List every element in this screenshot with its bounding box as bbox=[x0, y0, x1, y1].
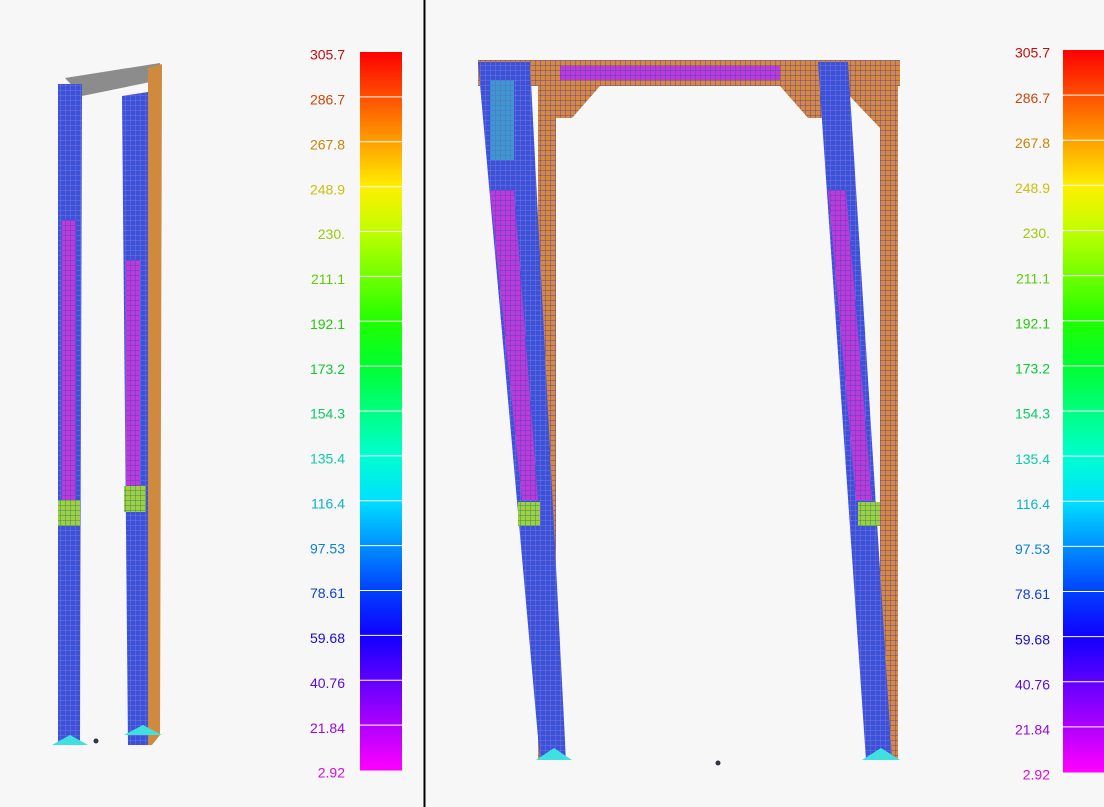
legend-band bbox=[1063, 50, 1104, 96]
legend-band bbox=[360, 680, 402, 726]
legend-band bbox=[1063, 591, 1104, 638]
legend-label: 286.7 bbox=[1015, 90, 1050, 106]
color-legend: 305.7 286.7 267.8 248.9 230. 211.1 192.1 173.2 1… bbox=[310, 47, 402, 781]
legend-label: 192.1 bbox=[310, 316, 345, 332]
legend-band bbox=[1063, 365, 1104, 412]
legend-label: 78.61 bbox=[1015, 586, 1050, 602]
legend-label: 135.4 bbox=[310, 451, 345, 467]
legend-band bbox=[360, 500, 402, 547]
legend-band bbox=[360, 186, 402, 232]
legend-label: 173.2 bbox=[1015, 361, 1050, 377]
right-hotspot bbox=[858, 502, 880, 526]
mid-gusset bbox=[780, 86, 822, 118]
right-post bbox=[880, 60, 898, 760]
left-hotspot bbox=[58, 500, 80, 526]
left-gusset bbox=[556, 86, 600, 118]
legend-label: 211.1 bbox=[1016, 270, 1050, 286]
legend-label: 59.68 bbox=[1015, 631, 1050, 647]
legend-label: 192.1 bbox=[1015, 315, 1050, 331]
right-model bbox=[478, 60, 900, 766]
legend-label: 116.4 bbox=[1016, 496, 1050, 512]
legend-label: 211.1 bbox=[311, 271, 345, 287]
legend-band bbox=[1063, 275, 1104, 322]
legend-band bbox=[1063, 456, 1104, 502]
legend-label: 248.9 bbox=[1015, 180, 1050, 196]
right-support bbox=[124, 725, 162, 735]
legend-label: 40.76 bbox=[1015, 676, 1050, 692]
legend-band bbox=[360, 231, 402, 277]
legend-label: 97.53 bbox=[310, 540, 345, 556]
legend-label: 230. bbox=[318, 226, 345, 242]
legend-label: 267.8 bbox=[310, 136, 345, 152]
right-support bbox=[862, 748, 900, 760]
legend-band bbox=[1063, 230, 1104, 277]
legend-label: 154.3 bbox=[310, 406, 345, 422]
legend-label: 116.4 bbox=[311, 495, 345, 511]
right-hotspot bbox=[124, 486, 146, 512]
legend-label: 78.61 bbox=[310, 585, 345, 601]
origin-marker bbox=[715, 760, 721, 766]
right-strut-core bbox=[828, 190, 872, 500]
legend-band bbox=[360, 411, 402, 457]
left-hotspot bbox=[518, 502, 540, 526]
legend-band bbox=[1063, 185, 1104, 231]
left-corner-stress bbox=[490, 80, 514, 160]
legend-band bbox=[360, 321, 402, 367]
left-support bbox=[52, 735, 88, 745]
legend-label: 305.7 bbox=[310, 47, 345, 63]
legend-label: 97.53 bbox=[1015, 541, 1050, 557]
legend-label: 135.4 bbox=[1015, 451, 1050, 467]
legend-label: 248.9 bbox=[310, 181, 345, 197]
legend-band bbox=[360, 455, 402, 502]
legends: 305.7 286.7 267.8 248.9 230. 211.1 192.1 173.2 1… bbox=[310, 45, 1104, 783]
legend-band bbox=[1063, 140, 1104, 186]
legend-label: 230. bbox=[1023, 225, 1050, 241]
left-model bbox=[52, 63, 162, 745]
left-support bbox=[536, 748, 572, 760]
legend-band bbox=[360, 276, 402, 322]
legend-band bbox=[1063, 726, 1104, 773]
legend-band bbox=[360, 635, 402, 681]
legend-label: 286.7 bbox=[310, 92, 345, 108]
right-column-core bbox=[126, 260, 140, 500]
legend-label: 173.2 bbox=[310, 361, 345, 377]
legend-band bbox=[1063, 320, 1104, 367]
legend-label: 305.7 bbox=[1015, 45, 1050, 61]
legend-band bbox=[1063, 411, 1104, 457]
legend-band bbox=[1063, 681, 1104, 728]
legend-label: 2.92 bbox=[318, 765, 345, 781]
legend-label: 154.3 bbox=[1015, 406, 1050, 422]
legend-label: 2.92 bbox=[1023, 767, 1050, 783]
color-legend: 305.7 286.7 267.8 248.9 230. 211.1 192.1 173.2 1… bbox=[1015, 45, 1104, 783]
legend-band bbox=[1063, 546, 1104, 592]
legend-band bbox=[360, 141, 402, 188]
legend-band bbox=[360, 96, 402, 143]
legend-band bbox=[1063, 501, 1104, 547]
left-strut-core bbox=[490, 190, 538, 500]
legend-label: 40.76 bbox=[310, 675, 345, 691]
top-beam-core bbox=[560, 66, 780, 80]
legend-band bbox=[1063, 636, 1104, 683]
legend-band bbox=[360, 366, 402, 412]
origin-marker bbox=[93, 738, 99, 744]
legend-band bbox=[360, 725, 402, 771]
legend-band bbox=[360, 590, 402, 636]
legend-band bbox=[360, 52, 402, 98]
legend-label: 59.68 bbox=[310, 630, 345, 646]
legend-label: 21.84 bbox=[1015, 722, 1050, 738]
legend-label: 21.84 bbox=[310, 720, 345, 736]
top-beam bbox=[65, 63, 160, 96]
outer-rail bbox=[148, 64, 162, 745]
legend-band bbox=[360, 545, 402, 591]
legend-label: 267.8 bbox=[1015, 135, 1050, 151]
left-column-core bbox=[62, 220, 76, 500]
legend-band bbox=[1063, 95, 1104, 141]
